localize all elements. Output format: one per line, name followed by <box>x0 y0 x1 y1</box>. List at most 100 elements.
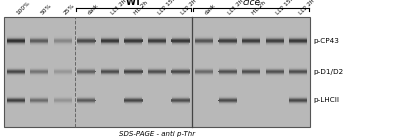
Bar <box>7 95 24 96</box>
Bar <box>7 75 24 76</box>
Bar <box>195 74 213 75</box>
Bar <box>290 45 307 46</box>
Bar <box>148 41 166 42</box>
Bar <box>124 70 142 71</box>
Bar <box>219 44 236 45</box>
Text: p-CP43: p-CP43 <box>313 38 339 44</box>
Bar <box>242 68 260 69</box>
Bar <box>30 103 48 104</box>
Bar <box>7 96 24 97</box>
Text: 100%: 100% <box>16 0 31 16</box>
Bar <box>148 74 166 75</box>
Bar <box>218 42 237 43</box>
Bar <box>7 44 25 45</box>
Bar <box>125 104 142 105</box>
Bar <box>172 37 190 38</box>
Bar <box>148 72 166 73</box>
Bar <box>242 42 260 43</box>
Bar <box>101 42 119 43</box>
Bar <box>54 97 72 98</box>
Bar <box>289 72 307 73</box>
Bar <box>30 39 48 40</box>
Bar <box>7 102 25 103</box>
Bar <box>7 36 24 37</box>
Bar <box>290 104 307 105</box>
Bar <box>30 76 48 77</box>
Bar <box>7 69 25 70</box>
Bar <box>78 102 95 103</box>
Bar <box>218 72 237 73</box>
Bar <box>101 37 119 38</box>
Bar <box>266 75 284 76</box>
Bar <box>124 39 142 40</box>
Bar <box>124 102 142 103</box>
Bar <box>289 73 307 74</box>
Bar <box>172 67 189 68</box>
Bar <box>242 74 260 75</box>
Bar <box>219 95 236 96</box>
Bar <box>54 36 72 37</box>
Bar <box>30 101 48 102</box>
Bar <box>148 39 166 40</box>
Bar <box>101 43 119 44</box>
Bar <box>101 39 119 40</box>
Text: HL 2h: HL 2h <box>134 0 149 16</box>
Text: LL2 15min: LL2 15min <box>157 0 182 16</box>
Bar <box>7 99 25 100</box>
Text: SDS-PAGE - anti p-Thr: SDS-PAGE - anti p-Thr <box>119 131 195 137</box>
Bar <box>219 68 236 69</box>
Bar <box>266 74 284 75</box>
Bar <box>77 72 96 73</box>
Bar <box>172 96 189 97</box>
Bar <box>54 68 72 69</box>
Text: clce: clce <box>242 0 260 7</box>
Bar <box>219 75 236 76</box>
Bar <box>54 39 72 40</box>
Bar <box>54 69 72 70</box>
Bar <box>266 68 284 69</box>
Bar <box>7 97 25 98</box>
Bar <box>77 70 96 71</box>
Bar <box>30 71 48 72</box>
Bar <box>242 69 260 70</box>
Bar <box>172 99 190 100</box>
Bar <box>124 42 142 43</box>
Bar <box>101 36 119 37</box>
Bar <box>172 74 190 75</box>
Bar <box>148 45 166 46</box>
Bar <box>148 40 166 41</box>
Bar <box>242 39 260 40</box>
Bar <box>30 100 48 101</box>
Bar <box>289 40 307 41</box>
Bar <box>266 76 284 77</box>
Bar <box>54 45 72 46</box>
Bar <box>219 38 236 39</box>
Bar <box>30 67 48 68</box>
Bar <box>30 72 48 73</box>
Bar <box>172 39 190 40</box>
Bar <box>7 39 25 40</box>
Bar <box>125 36 142 37</box>
Text: LL1 2h: LL1 2h <box>228 0 245 16</box>
Bar <box>218 41 237 42</box>
Bar <box>54 37 72 38</box>
Bar <box>54 101 72 102</box>
Bar <box>172 68 190 69</box>
Bar <box>125 95 142 96</box>
Bar <box>195 37 213 38</box>
Bar <box>219 35 236 36</box>
Bar <box>172 42 190 43</box>
Bar <box>7 104 24 105</box>
Bar <box>7 101 25 102</box>
Bar <box>30 43 48 44</box>
Bar <box>218 39 237 40</box>
Bar <box>78 38 95 39</box>
Bar <box>172 97 190 98</box>
Bar <box>219 74 236 75</box>
Bar <box>195 71 213 72</box>
Bar <box>289 43 307 44</box>
Bar <box>195 76 213 77</box>
Bar <box>78 37 95 38</box>
Bar <box>218 100 237 101</box>
Bar <box>77 39 96 40</box>
